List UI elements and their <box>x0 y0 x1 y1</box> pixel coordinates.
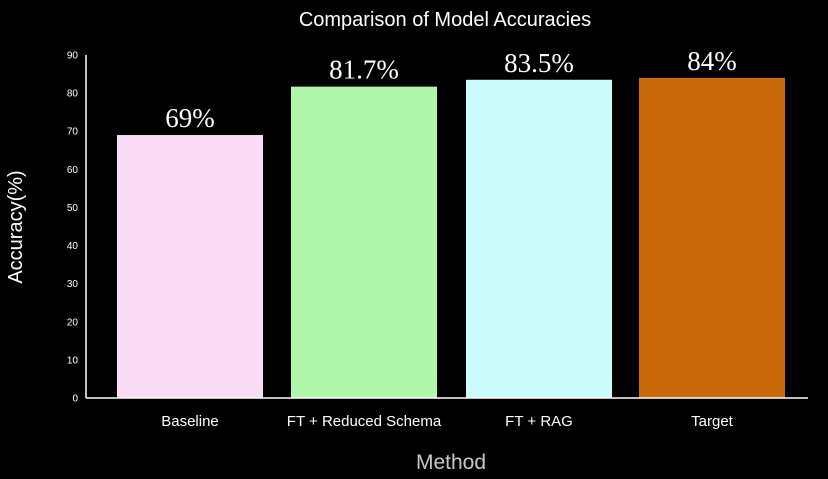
y-tick-label: 60 <box>67 165 79 176</box>
x-tick-label: FT + Reduced Schema <box>287 413 442 430</box>
bar-data-label: 81.7% <box>329 55 399 85</box>
y-tick-label: 40 <box>67 241 79 252</box>
x-axis-label: Method <box>416 451 486 474</box>
bar <box>117 135 263 399</box>
bar <box>291 86 437 398</box>
bar-data-label: 83.5% <box>504 48 574 78</box>
y-tick-label: 70 <box>67 127 79 138</box>
bar-data-label: 84% <box>687 46 737 76</box>
data-labels: 69% 81.7% 83.5% 84% <box>165 46 737 133</box>
y-tick-label: 0 <box>72 394 78 405</box>
x-axis-tick-labels: Baseline FT + Reduced Schema FT + RAG Targe… <box>161 413 733 430</box>
y-axis-ticks: 0 10 20 30 40 50 60 70 80 90 <box>67 51 79 405</box>
x-tick-label: Target <box>691 413 734 430</box>
y-axis-label: Accuracy(%) <box>5 170 27 283</box>
bar <box>466 79 612 399</box>
bar <box>639 77 785 398</box>
y-tick-label: 90 <box>67 51 79 62</box>
y-tick-label: 20 <box>67 317 79 328</box>
x-tick-label: Baseline <box>161 413 219 430</box>
y-tick-label: 10 <box>67 355 79 366</box>
y-tick-label: 50 <box>67 203 79 214</box>
y-tick-label: 30 <box>67 279 79 290</box>
bar-data-label: 69% <box>165 103 215 133</box>
x-tick-label: FT + RAG <box>505 413 573 430</box>
y-tick-label: 80 <box>67 89 79 100</box>
chart-title: Comparison of Model Accuracies <box>299 9 591 31</box>
bars <box>117 77 785 399</box>
